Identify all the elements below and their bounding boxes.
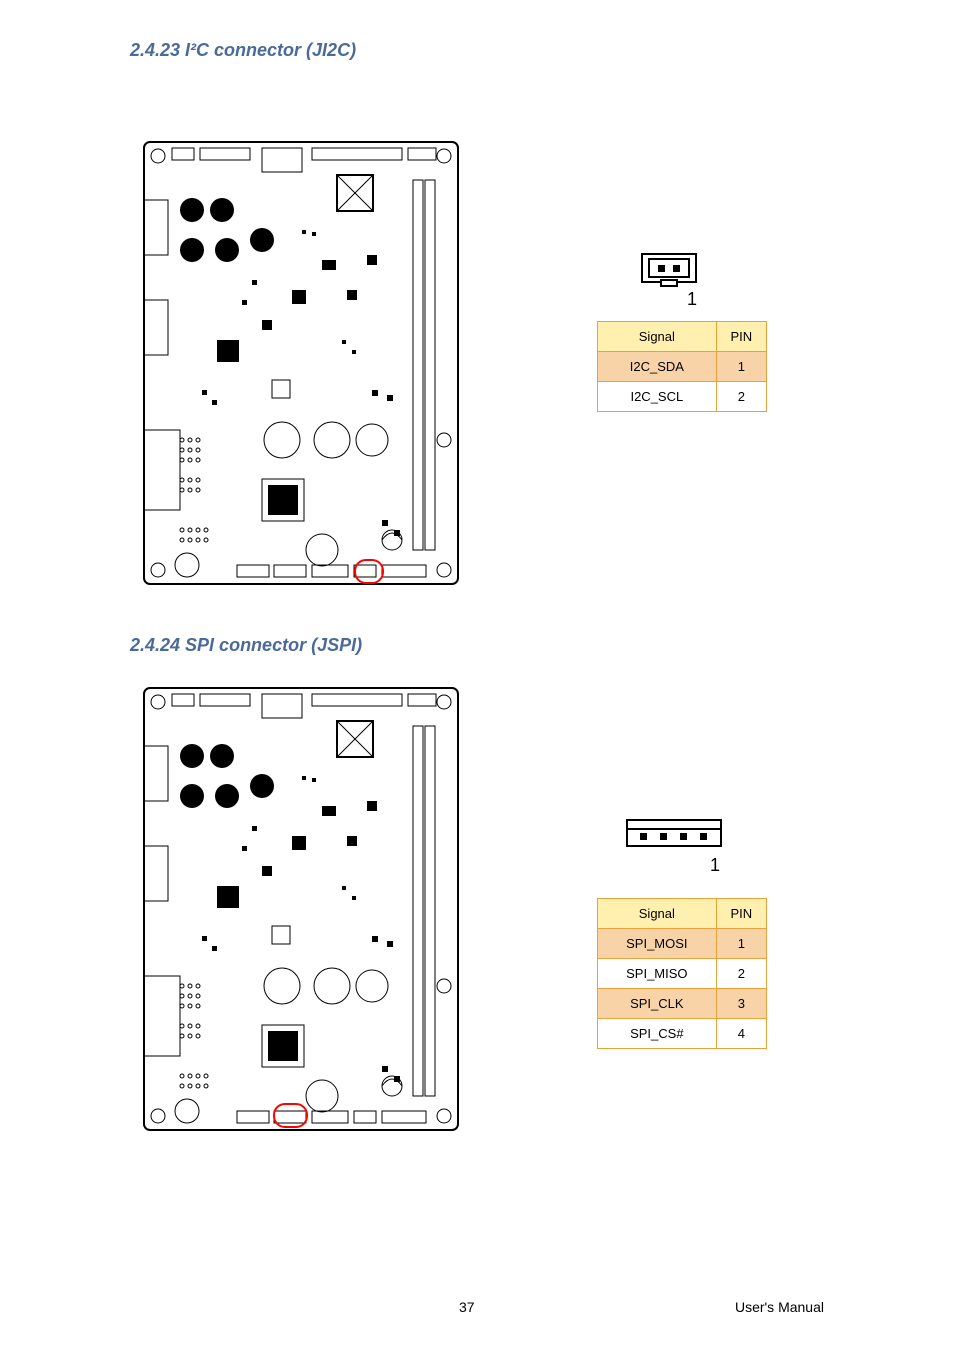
pinout-table-spi: Signal PIN SPI_MOSI 1 SPI_MISO 2 SPI_CLK…: [597, 898, 767, 1049]
pcb-svg-2: [142, 686, 460, 1132]
col-signal: Signal: [598, 899, 717, 929]
cell: I2C_SDA: [598, 352, 717, 382]
col-pin: PIN: [716, 322, 766, 352]
pcb-diagram-i2c: [142, 140, 460, 586]
highlight-circle-i2c: [354, 559, 384, 584]
cell: 3: [716, 989, 766, 1019]
pcb-diagram-spi: [142, 686, 460, 1132]
connector-icon-spi: 1: [624, 819, 724, 876]
cell: 4: [716, 1019, 766, 1049]
cell: SPI_MISO: [598, 959, 717, 989]
section-title-spi: 2.4.24 SPI connector (JSPI): [130, 635, 362, 656]
cell: 2: [716, 959, 766, 989]
pcb-svg: [142, 140, 460, 586]
pin1-label: 1: [639, 289, 699, 310]
cell: 2: [716, 382, 766, 412]
connector-icon-i2c: 1: [639, 253, 699, 310]
cell: SPI_CLK: [598, 989, 717, 1019]
col-signal: Signal: [598, 322, 717, 352]
section-title-i2c: 2.4.23 I²C connector (JI2C): [130, 40, 356, 61]
cell: 1: [716, 929, 766, 959]
cell: I2C_SCL: [598, 382, 717, 412]
highlight-circle-spi: [273, 1103, 308, 1128]
cell: SPI_CS#: [598, 1019, 717, 1049]
page-number: 37: [459, 1299, 475, 1315]
cell: 1: [716, 352, 766, 382]
footer-text: User's Manual: [735, 1299, 824, 1315]
pin1-label: 1: [624, 855, 724, 876]
cell: SPI_MOSI: [598, 929, 717, 959]
pinout-table-i2c: Signal PIN I2C_SDA 1 I2C_SCL 2: [597, 321, 767, 412]
col-pin: PIN: [716, 899, 766, 929]
